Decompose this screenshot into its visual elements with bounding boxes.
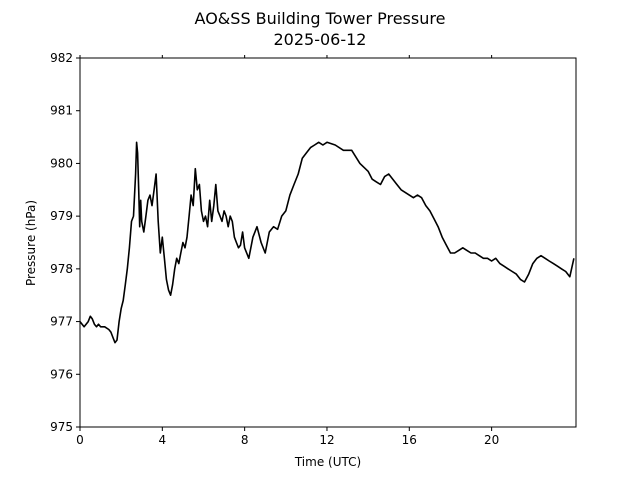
plot-area <box>79 141 575 344</box>
y-tick-label: 975 <box>50 420 73 434</box>
chart-title: AO&SS Building Tower Pressure <box>195 9 446 28</box>
pressure-line-series-0 <box>79 141 575 344</box>
x-tick-label: 12 <box>319 433 334 447</box>
plot-frame <box>79 57 577 428</box>
y-tick-label: 980 <box>50 156 73 170</box>
y-tick-label: 977 <box>50 315 73 329</box>
x-tick-label: 4 <box>159 433 167 447</box>
y-tick-label: 982 <box>50 51 73 65</box>
x-axis-label: Time (UTC) <box>294 455 361 469</box>
y-tick-label: 976 <box>50 367 73 381</box>
y-tick-label: 978 <box>50 262 73 276</box>
x-tick-label: 0 <box>76 433 84 447</box>
y-axis-label: Pressure (hPa) <box>24 200 38 286</box>
y-tick-label: 979 <box>50 209 73 223</box>
x-tick-label: 16 <box>402 433 417 447</box>
x-tick-label: 20 <box>484 433 499 447</box>
chart-subtitle: 2025-06-12 <box>274 30 367 49</box>
axis-ticks: 0 4 8 12 16 20 975 976 977 978 979 980 981 982 <box>50 51 499 447</box>
y-tick-label: 981 <box>50 104 73 118</box>
x-tick-label: 8 <box>241 433 249 447</box>
